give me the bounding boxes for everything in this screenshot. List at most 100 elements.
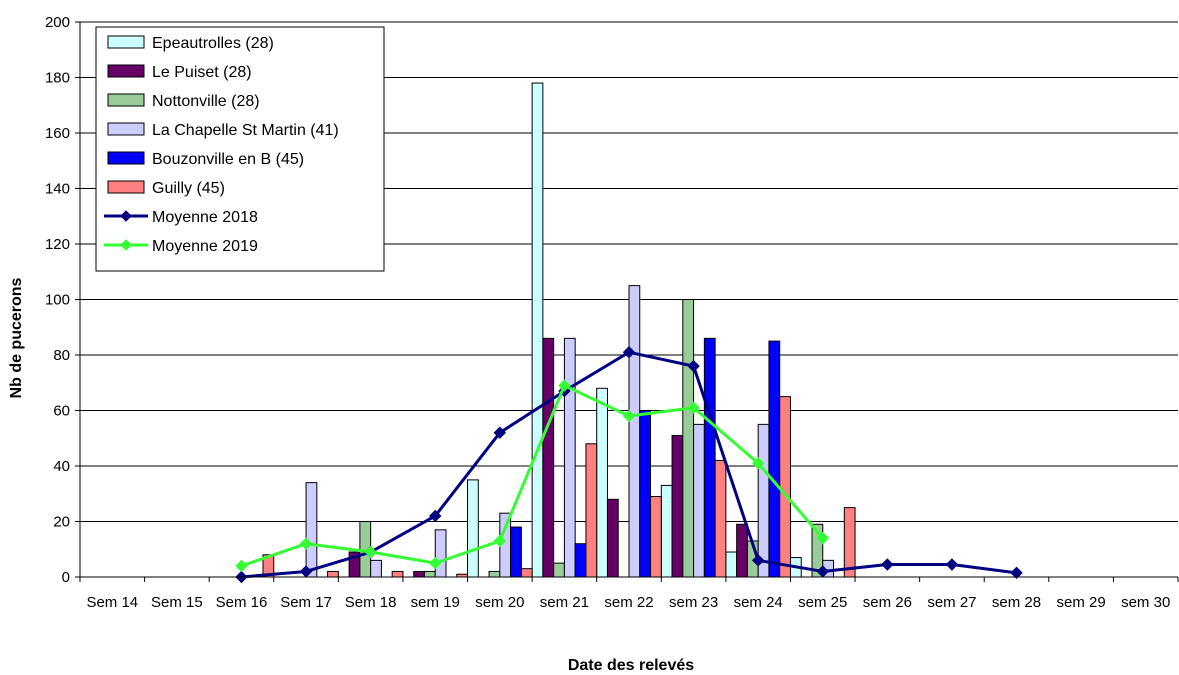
bar-le-puiset-28-10 <box>736 523 748 578</box>
x-axis-title: Date des relevés <box>568 657 694 674</box>
x-tick-label: Sem 18 <box>345 594 397 611</box>
bar-la-chapelle-st-martin-41-7 <box>563 337 576 578</box>
marker-moyenne-2018-9 <box>687 359 700 373</box>
legend-label: Le Puiset (28) <box>152 64 252 81</box>
line-moyenne-2019 <box>240 384 824 568</box>
marker-moyenne-2019-4 <box>364 545 377 559</box>
bar-guilly-45-9 <box>714 459 727 578</box>
marker-moyenne-2019-5 <box>429 556 442 570</box>
bar-la-chapelle-st-martin-41-4 <box>370 559 382 578</box>
bar-la-chapelle-st-martin-41-10 <box>757 423 770 578</box>
marker-moyenne-2019-10 <box>751 457 765 470</box>
x-tick-label: sem 25 <box>798 594 847 611</box>
bar-nottonville-28-9 <box>682 299 695 578</box>
bar-guilly-45-8 <box>650 496 662 578</box>
legend-swatch-bouzonville-en-b-45- <box>107 151 145 165</box>
x-tick-label: Sem 15 <box>151 594 203 611</box>
legend-marker-moyenne-2019 <box>120 239 132 251</box>
bar-bouzonville-en-b-45-8 <box>639 410 652 578</box>
legend-swatch-epeautrolles-28- <box>107 35 145 49</box>
bar-epeautrolles-28-9 <box>660 484 673 578</box>
legend-label: Epeautrolles (28) <box>152 35 274 52</box>
legend-marker-moyenne-2018 <box>120 210 132 222</box>
x-tick-label: sem 19 <box>411 594 460 611</box>
line-series <box>235 346 1023 584</box>
bar-la-chapelle-st-martin-41-5 <box>434 529 447 578</box>
bar-le-puiset-28-5 <box>413 570 425 578</box>
bar-epeautrolles-28-7 <box>531 82 544 578</box>
bar-bouzonville-en-b-45-9 <box>703 337 716 578</box>
bar-epeautrolles-28-10 <box>725 551 738 578</box>
y-tick-labels: 0 20 40 60 80 100 120 140 160 180 200 <box>45 14 70 586</box>
x-tick-label: Sem 17 <box>280 594 332 611</box>
marker-moyenne-2019-2 <box>235 559 248 573</box>
bar-guilly-45-4 <box>391 570 404 578</box>
axes <box>75 21 1179 582</box>
marker-moyenne-2019-6 <box>493 534 507 548</box>
legend-label: Guilly (45) <box>152 180 225 197</box>
legend-swatch-nottonville-28- <box>107 93 145 107</box>
bar-guilly-45-10 <box>779 396 791 578</box>
x-tick-label: sem 27 <box>927 594 976 611</box>
marker-moyenne-2018-10 <box>751 554 765 567</box>
x-tick-label: sem 26 <box>863 594 912 611</box>
y-tick-label: 80 <box>53 347 70 364</box>
x-tick-label: sem 29 <box>1057 594 1106 611</box>
x-tick-label: sem 28 <box>992 594 1041 611</box>
y-tick-label: 120 <box>45 236 70 253</box>
marker-moyenne-2019-8 <box>622 409 636 423</box>
y-tick-label: 140 <box>45 181 70 198</box>
marker-moyenne-2018-12 <box>881 558 894 571</box>
legend-swatch-guilly-45- <box>107 180 145 194</box>
bar-nottonville-28-5 <box>423 570 436 578</box>
legend-swatch-la-chapelle-st-martin-41- <box>107 122 145 136</box>
bar-nottonville-28-7 <box>553 562 565 578</box>
y-tick-label: 200 <box>45 14 70 31</box>
legend-label: Moyenne 2019 <box>152 238 258 255</box>
marker-moyenne-2018-8 <box>622 346 636 359</box>
x-tick-labels: Sem 14 Sem 15 Sem 16 Sem 17 Sem 18 sem 19 sem … <box>86 594 1170 611</box>
y-tick-label: 160 <box>45 125 70 142</box>
marker-moyenne-2018-14 <box>1010 566 1023 580</box>
y-tick-label: 40 <box>53 458 70 475</box>
bar-guilly-45-3 <box>327 570 339 578</box>
legend-swatch-le-puiset-28- <box>107 64 145 78</box>
x-tick-label: sem 23 <box>669 594 718 611</box>
x-tick-label: Sem 16 <box>216 594 268 611</box>
y-tick-label: 180 <box>45 70 70 87</box>
legend: Epeautrolles (28) Le Puiset (28) Nottonvil… <box>95 26 385 272</box>
bar-guilly-45-11 <box>843 507 856 578</box>
y-tick-label: 60 <box>53 403 70 420</box>
legend-label: Bouzonville en B (45) <box>152 151 304 168</box>
y-tick-label: 0 <box>62 569 70 586</box>
bar-series <box>262 82 856 578</box>
legend-label: La Chapelle St Martin (41) <box>152 122 339 139</box>
y-tick-label: 20 <box>53 514 70 531</box>
bar-la-chapelle-st-martin-41-9 <box>693 423 705 578</box>
bar-epeautrolles-28-6 <box>467 479 479 578</box>
bar-la-chapelle-st-martin-41-8 <box>628 285 641 578</box>
x-tick-label: sem 20 <box>475 594 524 611</box>
marker-moyenne-2019-11 <box>816 531 829 545</box>
marker-moyenne-2018-6 <box>493 426 507 439</box>
x-tick-label: sem 22 <box>604 594 653 611</box>
x-tick-label: sem 24 <box>734 594 783 611</box>
marker-moyenne-2019-9 <box>687 401 700 414</box>
marker-moyenne-2018-5 <box>429 509 442 523</box>
marker-moyenne-2019-3 <box>299 537 313 550</box>
marker-moyenne-2019-7 <box>558 379 571 392</box>
bar-la-chapelle-st-martin-41-3 <box>305 482 318 578</box>
bar-bouzonville-en-b-45-7 <box>574 543 587 578</box>
legend-label: Nottonville (28) <box>152 93 260 110</box>
legend-label: Moyenne 2018 <box>152 209 258 226</box>
x-tick-label: Sem 14 <box>86 594 138 611</box>
bar-le-puiset-28-8 <box>606 498 619 578</box>
bar-epeautrolles-28-8 <box>596 387 608 578</box>
bar-le-puiset-28-7 <box>542 337 555 578</box>
bar-le-puiset-28-9 <box>671 434 684 578</box>
y-tick-label: 100 <box>45 292 70 309</box>
bar-bouzonville-en-b-45-10 <box>768 340 781 578</box>
y-axis-title: Nb de pucerons <box>8 277 25 398</box>
bar-guilly-45-7 <box>585 443 598 578</box>
